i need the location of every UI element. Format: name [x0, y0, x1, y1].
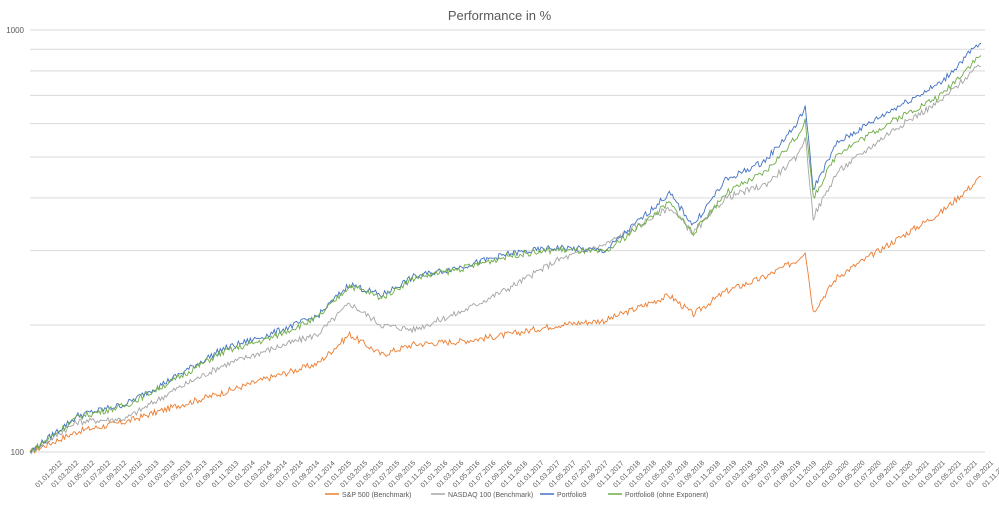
legend-label: S&P 500 (Benchmark) [342, 492, 412, 499]
y-tick-labels: 100 1000 [6, 26, 24, 457]
y-tick-label: 1000 [6, 26, 24, 35]
gridlines [30, 29, 985, 453]
series-line [29, 55, 982, 453]
series-line [29, 64, 982, 455]
series-lines [29, 42, 982, 455]
series-line [29, 175, 982, 454]
y-tick-label: 100 [11, 448, 25, 457]
legend-label: NASDAQ 100 (Benchmark) [448, 492, 533, 499]
legend-label: Portfolio9 [557, 492, 587, 499]
legend: S&P 500 (Benchmark) NASDAQ 100 (Benchmark… [325, 492, 708, 499]
x-tick-labels: 01.01.201201.03.201201.05.201201.07.2012… [34, 460, 999, 490]
series-line [29, 42, 982, 453]
legend-label: Portfolio8 (ohne Exponent) [625, 492, 708, 499]
chart-title: Performance in % [447, 8, 552, 23]
